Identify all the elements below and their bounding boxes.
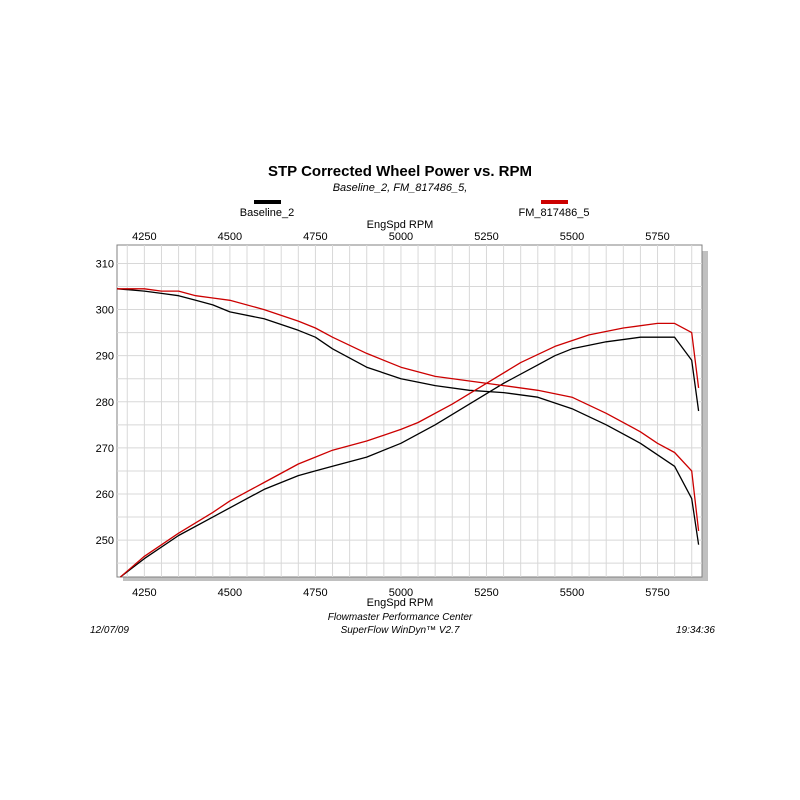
x-tick-label-bottom: 4250 — [132, 587, 156, 599]
legend-item-fm: FM_817486_5 — [514, 200, 594, 219]
x-tick-label-bottom: 5000 — [389, 587, 413, 599]
legend-label-baseline: Baseline_2 — [239, 207, 295, 219]
x-tick-label-top: 4750 — [303, 231, 327, 243]
x-tick-label-top: 5000 — [389, 231, 413, 243]
x-axis-title-bottom: EngSpd RPM — [366, 597, 434, 609]
x-tick-labels-top: 4250 4500 4750 5000 5250 5500 5750 — [132, 231, 670, 243]
series-line-fm-torque — [117, 288, 700, 531]
x-tick-labels-bottom: 4250 4500 4750 5000 5250 5500 5750 — [132, 587, 670, 599]
y-tick-label: 310 — [96, 258, 114, 270]
legend-item-baseline: Baseline_2 — [232, 200, 302, 219]
y-tick-label: 250 — [96, 535, 114, 547]
y-tick-label: 300 — [96, 305, 114, 317]
y-tick-label: 270 — [96, 443, 114, 455]
x-tick-label-bottom: 4500 — [218, 587, 242, 599]
series-line-fm-power — [119, 322, 700, 578]
plot-area — [116, 244, 703, 578]
x-tick-label-top: 4500 — [218, 231, 242, 243]
x-tick-label-top: 5500 — [560, 231, 584, 243]
x-tick-label-top: 4250 — [132, 231, 156, 243]
grid-lines — [117, 245, 702, 577]
chart-subtitle: Baseline_2, FM_817486_5, — [332, 182, 468, 194]
series-lines — [116, 288, 700, 578]
y-tick-labels: 250 260 270 280 290 300 310 — [96, 258, 114, 547]
x-tick-label-bottom: 4750 — [303, 587, 327, 599]
x-tick-label-bottom: 5250 — [474, 587, 498, 599]
y-tick-label: 260 — [96, 489, 114, 501]
series-line-baseline-torque — [116, 288, 700, 545]
footer-center-line1: Flowmaster Performance Center — [327, 612, 473, 623]
x-tick-label-top: 5250 — [474, 231, 498, 243]
x-tick-label-bottom: 5500 — [560, 587, 584, 599]
footer-center-line2: SuperFlow WinDyn™ V2.7 — [340, 625, 460, 636]
y-tick-label: 280 — [96, 397, 114, 409]
footer-date: 12/07/09 — [90, 625, 129, 636]
y-tick-label: 290 — [96, 351, 114, 363]
chart-title: STP Corrected Wheel Power vs. RPM — [268, 163, 532, 180]
footer-time: 19:34:36 — [676, 625, 715, 636]
legend-swatch-fm — [540, 200, 568, 204]
x-tick-label-bottom: 5750 — [645, 587, 669, 599]
series-line-baseline-power — [120, 336, 700, 578]
x-axis-title-top: EngSpd RPM — [366, 219, 434, 231]
x-tick-label-top: 5750 — [645, 231, 669, 243]
legend-swatch-baseline — [253, 200, 281, 204]
legend-label-fm: FM_817486_5 — [518, 207, 590, 219]
